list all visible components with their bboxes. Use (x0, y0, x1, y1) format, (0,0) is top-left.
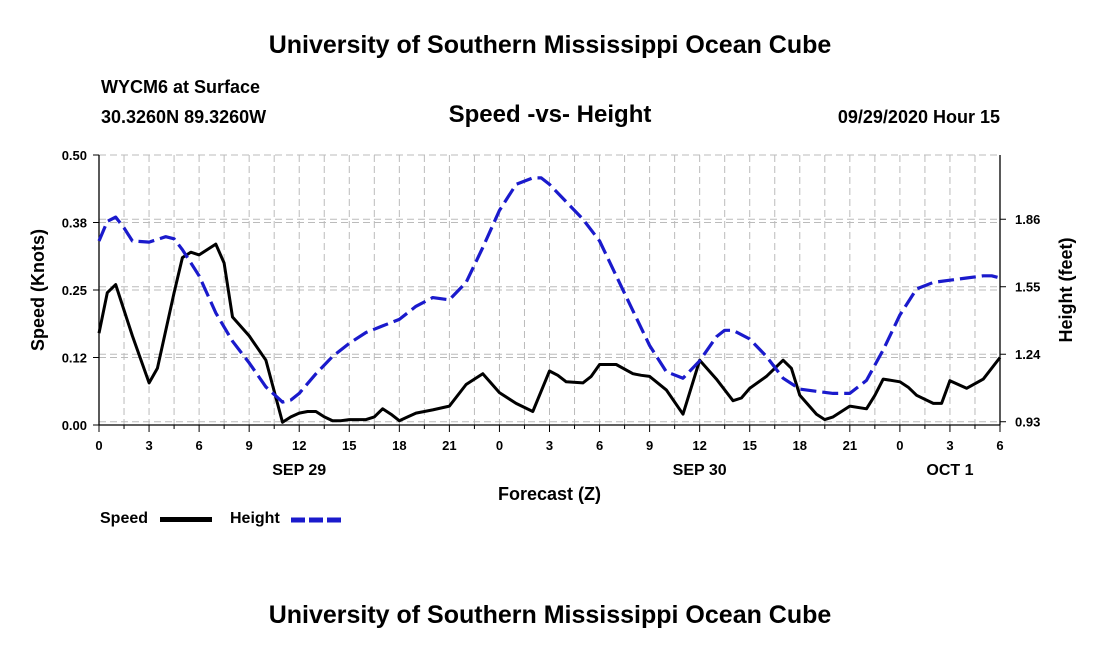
x-tick-label: 18 (793, 438, 807, 453)
legend-height-label: Height (230, 510, 280, 527)
y2-axis-title: Height (feet) (1056, 238, 1076, 343)
date-label: SEP 29 (272, 462, 326, 479)
x-tick-label: 12 (292, 438, 306, 453)
y-tick-label: 0.25 (62, 283, 87, 298)
y-tick-label: 0.50 (62, 148, 87, 163)
x-tick-label: 15 (342, 438, 356, 453)
y2-tick-label: 1.24 (1015, 347, 1041, 362)
x-tick-label: 0 (496, 438, 503, 453)
chart-grid (98, 154, 1001, 426)
x-tick-label: 15 (742, 438, 756, 453)
y-axis-title: Speed (Knots) (28, 229, 48, 351)
x-tick-label: 9 (646, 438, 653, 453)
x-tick-label: 3 (145, 438, 152, 453)
x-tick-label: 6 (195, 438, 202, 453)
speed-vs-height-chart: 0.00 0.12 0.25 0.38 0.50 0.93 1.24 1.55 1.86 0 3 6 9… (28, 148, 1076, 504)
y-tick-label: 0.38 (62, 216, 87, 231)
chart-labels: 0.00 0.12 0.25 0.38 0.50 0.93 1.24 1.55 1.86 0 3 6 9… (28, 148, 1076, 504)
footer-title: University of Southern Mississippi Ocean… (268, 601, 832, 629)
chart-series (97, 176, 1002, 424)
x-axis-title: Forecast (Z) (498, 484, 601, 504)
x-tick-label: 0 (95, 438, 102, 453)
x-tick-label: 9 (246, 438, 253, 453)
x-tick-label: 0 (896, 438, 903, 453)
y-tick-label: 0.00 (62, 418, 87, 433)
chart-subtitle: Speed -vs- Height (448, 101, 652, 128)
x-tick-label: 21 (843, 438, 857, 453)
station-coords: 30.3260N 89.3260W (101, 107, 267, 127)
forecast-datetime: 09/29/2020 Hour 15 (837, 107, 1000, 127)
page-title: University of Southern Mississippi Ocean… (268, 31, 832, 59)
y2-tick-label: 1.86 (1015, 212, 1040, 227)
station-name: WYCM6 at Surface (101, 77, 261, 97)
x-tick-label: 6 (596, 438, 603, 453)
date-label: OCT 1 (926, 462, 973, 479)
x-tick-label: 21 (442, 438, 456, 453)
legend-speed-swatch (160, 517, 212, 522)
series-line-height (97, 176, 1001, 404)
series-line-speed (97, 242, 1002, 424)
legend-height-swatch (291, 517, 343, 523)
legend-speed-label: Speed (100, 510, 149, 527)
y2-tick-label: 0.93 (1015, 415, 1040, 430)
y-tick-label: 0.12 (62, 351, 87, 366)
y2-tick-label: 1.55 (1015, 280, 1040, 295)
chart-axes (93, 154, 1006, 432)
x-tick-label: 3 (946, 438, 953, 453)
date-label: SEP 30 (673, 462, 727, 479)
x-tick-label: 3 (546, 438, 553, 453)
x-tick-label: 18 (392, 438, 406, 453)
x-tick-label: 12 (692, 438, 706, 453)
x-tick-label: 6 (996, 438, 1003, 453)
